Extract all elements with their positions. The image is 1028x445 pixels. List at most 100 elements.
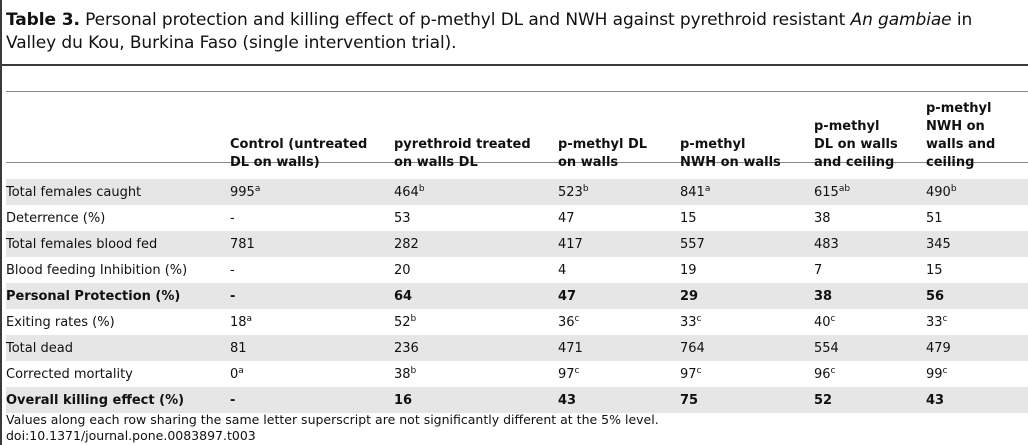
cell-value: 33 xyxy=(680,314,697,330)
doi-text: doi:10.1371/journal.pone.0083897.t003 xyxy=(6,428,256,443)
table-cell: 4 xyxy=(558,257,680,283)
cell-value: 483 xyxy=(814,236,839,252)
table-cell: 56 xyxy=(926,283,1028,309)
cell-value: 38 xyxy=(814,288,833,304)
header-pmethyl-nwh-walls-ceiling-text: p-methyl NWH on walls and ceiling xyxy=(926,101,996,170)
cell-value: 7 xyxy=(814,262,823,278)
caption-text-after: in Valley du Kou, Burkina Faso (single i… xyxy=(6,10,973,53)
cell-value: 33 xyxy=(926,314,943,330)
cell-value: 56 xyxy=(926,288,945,304)
row-label: Corrected mortality xyxy=(6,366,133,382)
row-label: Blood feeding Inhibition (%) xyxy=(6,262,188,278)
header-pmethyl-nwh-walls: p-methyl NWH on walls xyxy=(680,100,814,179)
table-cell: 764 xyxy=(680,335,814,361)
cell-value: 16 xyxy=(394,392,413,408)
cell-value: 53 xyxy=(394,210,411,226)
significance-superscript: b xyxy=(582,183,589,194)
cell-value: 97 xyxy=(680,366,697,382)
header-pmethyl-dl-walls-ceiling-text: p-methyl DL on walls and ceiling xyxy=(814,119,898,170)
table-cell: 96c xyxy=(814,361,926,387)
cell-value: 47 xyxy=(558,288,577,304)
table-cell: 81 xyxy=(230,335,394,361)
table-cell: 479 xyxy=(926,335,1028,361)
table-cell: 38b xyxy=(394,361,558,387)
table-cell: 7 xyxy=(814,257,926,283)
table-cell: 43 xyxy=(558,387,680,413)
table-cell: 282 xyxy=(394,231,558,257)
cell-value: 52 xyxy=(814,392,833,408)
table-cell: 51 xyxy=(926,205,1028,231)
cell-value: 781 xyxy=(230,236,255,252)
row-label: Total females caught xyxy=(6,179,230,205)
cell-value: 615 xyxy=(814,184,839,200)
table-cell: 47 xyxy=(558,205,680,231)
table-row: Blood feeding Inhibition (%) - 20 4 19 7 15 xyxy=(6,257,1028,283)
table-cell: 781 xyxy=(230,231,394,257)
cell-value: - xyxy=(230,392,236,408)
table-cell: 417 xyxy=(558,231,680,257)
header-cell-empty xyxy=(6,100,230,179)
cell-value: 490 xyxy=(926,184,951,200)
table-cell: 345 xyxy=(926,231,1028,257)
cell-value: 29 xyxy=(680,288,699,304)
significance-superscript: c xyxy=(696,313,702,324)
cell-value: 38 xyxy=(814,210,831,226)
row-label: Exiting rates (%) xyxy=(6,314,115,330)
significance-superscript: c xyxy=(942,365,948,376)
significance-superscript: c xyxy=(696,365,702,376)
row-label: Personal Protection (%) xyxy=(6,283,230,309)
cell-value: 18 xyxy=(230,314,247,330)
table-cell: 38 xyxy=(814,205,926,231)
table-cell: 0a xyxy=(230,361,394,387)
table-cell: 471 xyxy=(558,335,680,361)
cell-value: 19 xyxy=(680,262,697,278)
caption-text-before: Personal protection and killing effect o… xyxy=(79,10,851,30)
table-cell: 33c xyxy=(680,309,814,335)
results-table: Control (untreated DL on walls) pyrethro… xyxy=(6,100,1028,413)
cell-value: 479 xyxy=(926,340,951,356)
table-cell: - xyxy=(230,257,394,283)
cell-value: 20 xyxy=(394,262,411,278)
table-cell: 97c xyxy=(558,361,680,387)
row-label: Deterrence (%) xyxy=(6,210,106,226)
significance-superscript: c xyxy=(942,313,948,324)
cell-value: 36 xyxy=(558,314,575,330)
cell-value: 995 xyxy=(230,184,255,200)
header-row: Control (untreated DL on walls) pyrethro… xyxy=(6,100,1028,179)
cell-value: 96 xyxy=(814,366,831,382)
significance-superscript: c xyxy=(830,365,836,376)
footnote: Values along each row sharing the same l… xyxy=(6,412,659,427)
cell-value: 417 xyxy=(558,236,583,252)
significance-superscript: c xyxy=(574,313,580,324)
cell-value: 4 xyxy=(558,262,567,278)
significance-superscript: b xyxy=(950,183,957,194)
cell-value: 47 xyxy=(558,210,575,226)
significance-superscript: b xyxy=(410,365,417,376)
cell-value: 471 xyxy=(558,340,583,356)
table-row: Personal Protection (%) - 64 47 29 38 56 xyxy=(6,283,1028,309)
table-cell: 99c xyxy=(926,361,1028,387)
cell-value: 282 xyxy=(394,236,419,252)
table-cell: 33c xyxy=(926,309,1028,335)
table-row: Total females blood fed 781 282 417 557 483 34… xyxy=(6,231,1028,257)
significance-superscript: ab xyxy=(838,183,851,194)
significance-superscript: b xyxy=(418,183,425,194)
table-cell: 52 xyxy=(814,387,926,413)
table-cell: 557 xyxy=(680,231,814,257)
header-pmethyl-dl-walls-ceiling: p-methyl DL on walls and ceiling xyxy=(814,100,926,179)
table-cell: 75 xyxy=(680,387,814,413)
row-label: Overall killing effect (%) xyxy=(6,387,230,413)
table-label: Table 3. xyxy=(6,10,80,30)
table-cell: 490b xyxy=(926,179,1028,205)
table-cell: 40c xyxy=(814,309,926,335)
cell-value: 345 xyxy=(926,236,951,252)
cell-value: 81 xyxy=(230,340,247,356)
cell-value: 51 xyxy=(926,210,943,226)
caption-species: An gambiae xyxy=(850,10,952,30)
table-cell: 47 xyxy=(558,283,680,309)
table-cell: 18a xyxy=(230,309,394,335)
table-row: Deterrence (%) - 53 47 15 38 51 xyxy=(6,205,1028,231)
table-cell: 38 xyxy=(814,283,926,309)
cell-value: 43 xyxy=(558,392,577,408)
